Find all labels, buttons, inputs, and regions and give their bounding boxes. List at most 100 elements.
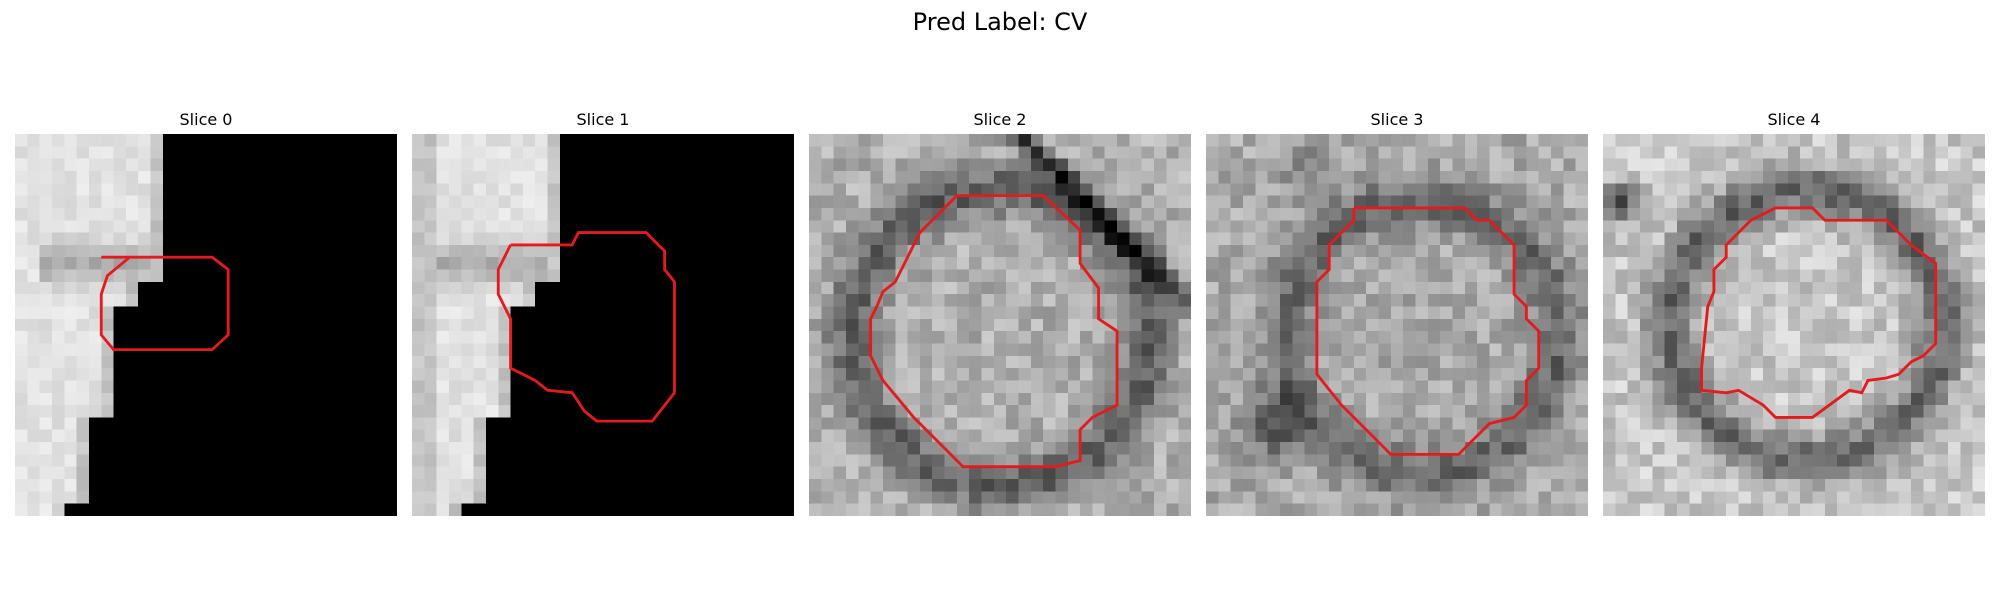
pixel	[1353, 158, 1367, 172]
pixel	[833, 269, 847, 283]
pixel	[1898, 183, 1912, 196]
pixel	[1006, 183, 1019, 196]
pixel	[310, 466, 324, 480]
pixel	[298, 134, 311, 147]
pixel	[1489, 491, 1502, 504]
pixel	[1800, 170, 1813, 184]
pixel	[1018, 306, 1032, 320]
pixel	[907, 380, 921, 394]
pixel	[412, 257, 425, 270]
pixel	[323, 195, 336, 209]
pixel	[1898, 244, 1912, 258]
pixel	[1750, 355, 1764, 369]
pixel	[15, 392, 28, 406]
pixel	[609, 368, 622, 381]
pixel	[1726, 442, 1739, 455]
pixel	[895, 491, 908, 504]
pixel	[1316, 392, 1330, 406]
pixel	[1738, 368, 1752, 381]
pixel	[646, 392, 659, 406]
pixel	[461, 442, 474, 455]
pixel	[1738, 306, 1752, 320]
pixel	[1166, 207, 1179, 221]
pixel	[323, 183, 336, 196]
pixel	[882, 479, 896, 492]
pixel	[1329, 491, 1342, 504]
pixel	[781, 269, 794, 283]
pixel	[1279, 306, 1293, 320]
pixel	[485, 134, 499, 147]
pixel	[1960, 368, 1973, 381]
pixel	[1627, 269, 1641, 283]
pixel	[1800, 479, 1813, 492]
pixel	[249, 158, 262, 172]
pixel	[1538, 281, 1552, 295]
pixel	[412, 269, 425, 283]
pixel	[833, 343, 847, 357]
pixel	[1627, 232, 1641, 246]
pixel	[323, 503, 336, 516]
pixel	[757, 392, 770, 406]
pixel	[1154, 368, 1167, 381]
pixel	[510, 134, 524, 147]
pixel	[621, 429, 635, 443]
pixel	[1861, 331, 1875, 344]
pixel	[621, 392, 635, 406]
pixel	[584, 294, 598, 307]
pixel	[1440, 429, 1453, 443]
pixel	[436, 355, 450, 369]
pixel	[1676, 442, 1690, 455]
pixel	[360, 269, 373, 283]
pixel	[1378, 405, 1392, 418]
pixel	[510, 343, 524, 357]
pixel	[845, 405, 859, 418]
pixel	[969, 503, 982, 516]
pixel	[1603, 294, 1616, 307]
pixel	[273, 158, 287, 172]
pixel	[76, 306, 90, 320]
pixel	[1218, 220, 1231, 233]
pixel	[1440, 503, 1453, 516]
pixel	[907, 207, 921, 221]
pixel	[1255, 442, 1268, 455]
pixel	[981, 134, 995, 147]
pixel	[1141, 257, 1155, 270]
pixel	[162, 306, 176, 320]
pixel	[1267, 294, 1281, 307]
pixel	[781, 417, 794, 430]
pixel	[1104, 392, 1118, 406]
pixel	[212, 195, 225, 209]
pixel	[720, 466, 733, 480]
pixel	[1526, 146, 1539, 159]
pixel	[1304, 232, 1318, 246]
pixel	[1603, 355, 1616, 369]
pixel	[1341, 479, 1355, 492]
pixel	[125, 380, 139, 394]
pixel	[1267, 146, 1281, 159]
pixel	[1427, 158, 1441, 172]
pixel	[1218, 257, 1231, 270]
pixel	[1812, 442, 1826, 455]
pixel	[584, 380, 598, 394]
pixel	[1800, 368, 1813, 381]
pixel	[1861, 232, 1875, 246]
pixel	[559, 368, 573, 381]
pixel	[1366, 244, 1379, 258]
pixel	[559, 269, 573, 283]
pixel	[932, 294, 945, 307]
pixel	[1689, 454, 1702, 467]
pixel	[1279, 355, 1293, 369]
pixel	[39, 442, 53, 455]
pixel	[384, 134, 397, 147]
pixel	[212, 318, 225, 332]
pixel	[1043, 429, 1056, 443]
pixel	[1652, 318, 1665, 332]
pixel	[870, 491, 884, 504]
pixel	[1218, 281, 1231, 295]
pixel	[596, 146, 610, 159]
pixel	[1627, 392, 1641, 406]
pixel	[1911, 318, 1924, 332]
pixel	[1898, 429, 1912, 443]
pixel	[559, 306, 573, 320]
pixel	[1304, 183, 1318, 196]
